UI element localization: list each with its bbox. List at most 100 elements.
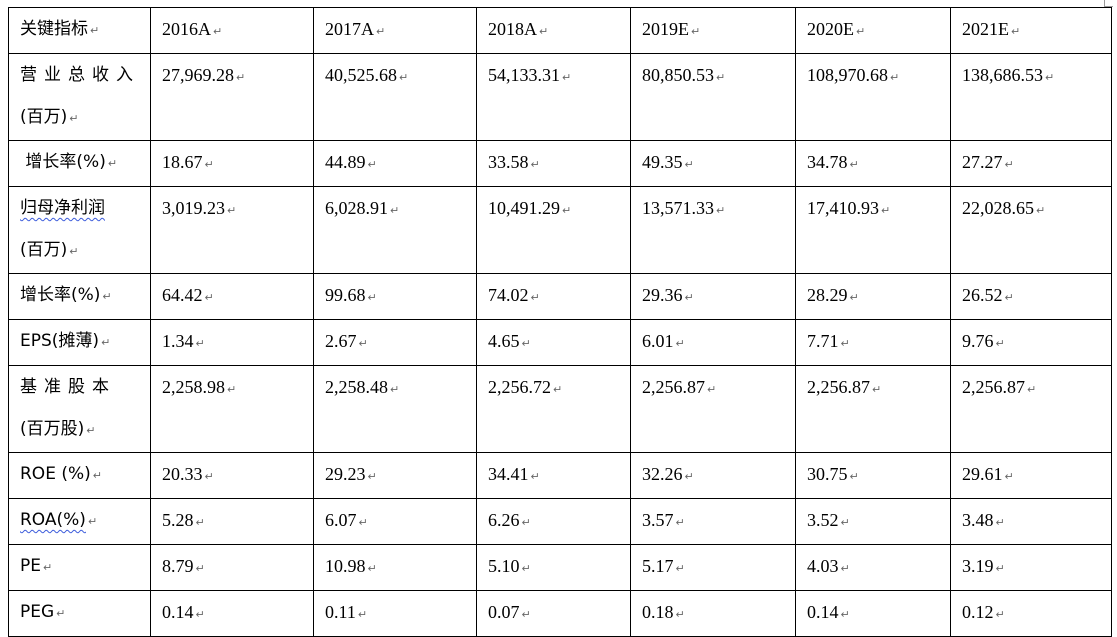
- paragraph-mark-icon: ↵: [56, 607, 66, 620]
- cell-value: 1.34: [162, 331, 194, 351]
- row-label: ROA(%): [20, 510, 86, 530]
- cell-value: 2,256.87: [642, 377, 705, 397]
- paragraph-mark-icon: ↵: [107, 157, 118, 170]
- paragraph-mark-icon: ↵: [92, 469, 102, 482]
- paragraph-mark-icon: ↵: [399, 71, 409, 84]
- row-label-cell: 基准股本 (百万股) ↵: [8, 365, 151, 453]
- value-cell: 33.58 ↵: [476, 140, 631, 187]
- table-row-roa: ROA(%) ↵ 5.28 ↵ 6.07 ↵ 6.26 ↵ 3.57 ↵ 3.52 ↵ 3.…: [8, 498, 1112, 545]
- value-cell: 22,028.65 ↵: [950, 186, 1112, 274]
- cell-value: 49.35: [642, 152, 683, 172]
- header-year: 2017A: [325, 19, 374, 39]
- cell-value: 7.71: [807, 331, 839, 351]
- paragraph-mark-icon: ↵: [675, 562, 685, 575]
- cell-value: 32.26: [642, 464, 683, 484]
- paragraph-mark-icon: ↵: [849, 158, 859, 171]
- paragraph-mark-icon: ↵: [86, 424, 96, 437]
- paragraph-mark-icon: ↵: [521, 516, 531, 529]
- header-year: 2016A: [162, 19, 211, 39]
- value-cell: 28.29 ↵: [795, 273, 951, 320]
- paragraph-mark-icon: ↵: [1045, 71, 1055, 84]
- value-cell: 32.26 ↵: [630, 452, 796, 499]
- cell-value: 10.98: [325, 556, 366, 576]
- paragraph-mark-icon: ↵: [102, 290, 112, 303]
- table-row-revenue-growth: 增长率(%) ↵ 18.67 ↵ 44.89 ↵ 33.58 ↵ 49.35 ↵ 34.7…: [8, 140, 1112, 187]
- value-cell: 8.79 ↵: [150, 544, 314, 591]
- cell-value: 29.23: [325, 464, 366, 484]
- value-cell: 27.27 ↵: [950, 140, 1112, 187]
- cell-value: 6.26: [488, 510, 520, 530]
- row-label: 基准股本: [20, 377, 116, 397]
- table-row-profit-growth: 增长率(%) ↵ 64.42 ↵ 99.68 ↵ 74.02 ↵ 29.36 ↵ 28.2…: [8, 273, 1112, 320]
- cell-value: 80,850.53: [642, 65, 714, 85]
- paragraph-mark-icon: ↵: [358, 337, 368, 350]
- cell-value: 2,256.87: [807, 377, 870, 397]
- paragraph-mark-icon: ↵: [675, 337, 685, 350]
- value-cell: 29.61 ↵: [950, 452, 1112, 499]
- table-row-pe: PE ↵ 8.79 ↵ 10.98 ↵ 5.10 ↵ 5.17 ↵ 4.03 ↵ 3.19 ↵: [8, 544, 1112, 591]
- value-cell: 40,525.68 ↵: [313, 53, 477, 141]
- cell-value: 9.76: [962, 331, 994, 351]
- paragraph-mark-icon: ↵: [367, 158, 377, 171]
- value-cell: 34.41 ↵: [476, 452, 631, 499]
- paragraph-mark-icon: ↵: [562, 204, 572, 217]
- value-cell: 29.36 ↵: [630, 273, 796, 320]
- paragraph-mark-icon: ↵: [69, 112, 79, 125]
- paragraph-mark-icon: ↵: [227, 204, 237, 217]
- paragraph-mark-icon: ↵: [1004, 291, 1014, 304]
- cell-value: 2,258.48: [325, 377, 388, 397]
- paragraph-mark-icon: ↵: [521, 562, 531, 575]
- cell-value: 22,028.65: [962, 198, 1034, 218]
- cell-value: 26.52: [962, 285, 1003, 305]
- paragraph-mark-icon: ↵: [553, 383, 563, 396]
- paragraph-mark-icon: ↵: [1027, 383, 1037, 396]
- row-label-cell: ROA(%) ↵: [8, 498, 151, 545]
- cell-value: 74.02: [488, 285, 529, 305]
- paragraph-mark-icon: ↵: [367, 562, 377, 575]
- document-page: 关键指标 ↵ 2016A ↵ 2017A ↵ 2018A ↵ 2019E ↵ 2020E ↵…: [8, 7, 1112, 637]
- paragraph-mark-icon: ↵: [539, 25, 549, 38]
- table-row-eps: EPS(摊薄) ↵ 1.34 ↵ 2.67 ↵ 4.65 ↵ 6.01 ↵ 7.71 ↵ 9…: [8, 319, 1112, 366]
- value-cell: 2,256.87 ↵: [795, 365, 951, 453]
- cell-value: 3.57: [642, 510, 674, 530]
- cell-value: 33.58: [488, 152, 529, 172]
- paragraph-mark-icon: ↵: [43, 561, 53, 574]
- cell-value: 5.17: [642, 556, 674, 576]
- paragraph-mark-icon: ↵: [204, 291, 214, 304]
- header-year-cell: 2018A ↵: [476, 7, 631, 54]
- paragraph-mark-icon: ↵: [390, 204, 400, 217]
- value-cell: 0.11 ↵: [313, 590, 477, 637]
- paragraph-mark-icon: ↵: [684, 291, 694, 304]
- value-cell: 0.14 ↵: [795, 590, 951, 637]
- row-label: PE: [20, 556, 41, 576]
- value-cell: 3,019.23 ↵: [150, 186, 314, 274]
- row-label: PEG: [20, 602, 55, 622]
- value-cell: 49.35 ↵: [630, 140, 796, 187]
- cell-value: 2,258.98: [162, 377, 225, 397]
- value-cell: 80,850.53 ↵: [630, 53, 796, 141]
- cell-value: 6,028.91: [325, 198, 388, 218]
- value-cell: 2,258.48 ↵: [313, 365, 477, 453]
- value-cell: 5.28 ↵: [150, 498, 314, 545]
- row-label-sub: (百万): [20, 107, 68, 127]
- value-cell: 3.48 ↵: [950, 498, 1112, 545]
- paragraph-mark-icon: ↵: [840, 608, 850, 621]
- paragraph-mark-icon: ↵: [69, 245, 79, 258]
- paragraph-mark-icon: ↵: [840, 516, 850, 529]
- value-cell: 2,256.87 ↵: [630, 365, 796, 453]
- cell-value: 0.11: [325, 602, 356, 622]
- cell-value: 5.10: [488, 556, 520, 576]
- cell-value: 20.33: [162, 464, 203, 484]
- header-year-cell: 2017A ↵: [313, 7, 477, 54]
- cell-value: 0.07: [488, 602, 520, 622]
- header-year-cell: 2021E ↵: [950, 7, 1112, 54]
- header-year-cell: 2016A ↵: [150, 7, 314, 54]
- paragraph-mark-icon: ↵: [675, 608, 685, 621]
- cell-value: 138,686.53: [962, 65, 1043, 85]
- header-row: 关键指标 ↵ 2016A ↵ 2017A ↵ 2018A ↵ 2019E ↵ 2020E ↵…: [8, 7, 1112, 54]
- value-cell: 9.76 ↵: [950, 319, 1112, 366]
- cell-value: 2,256.87: [962, 377, 1025, 397]
- cell-value: 4.03: [807, 556, 839, 576]
- cell-value: 44.89: [325, 152, 366, 172]
- paragraph-mark-icon: ↵: [840, 562, 850, 575]
